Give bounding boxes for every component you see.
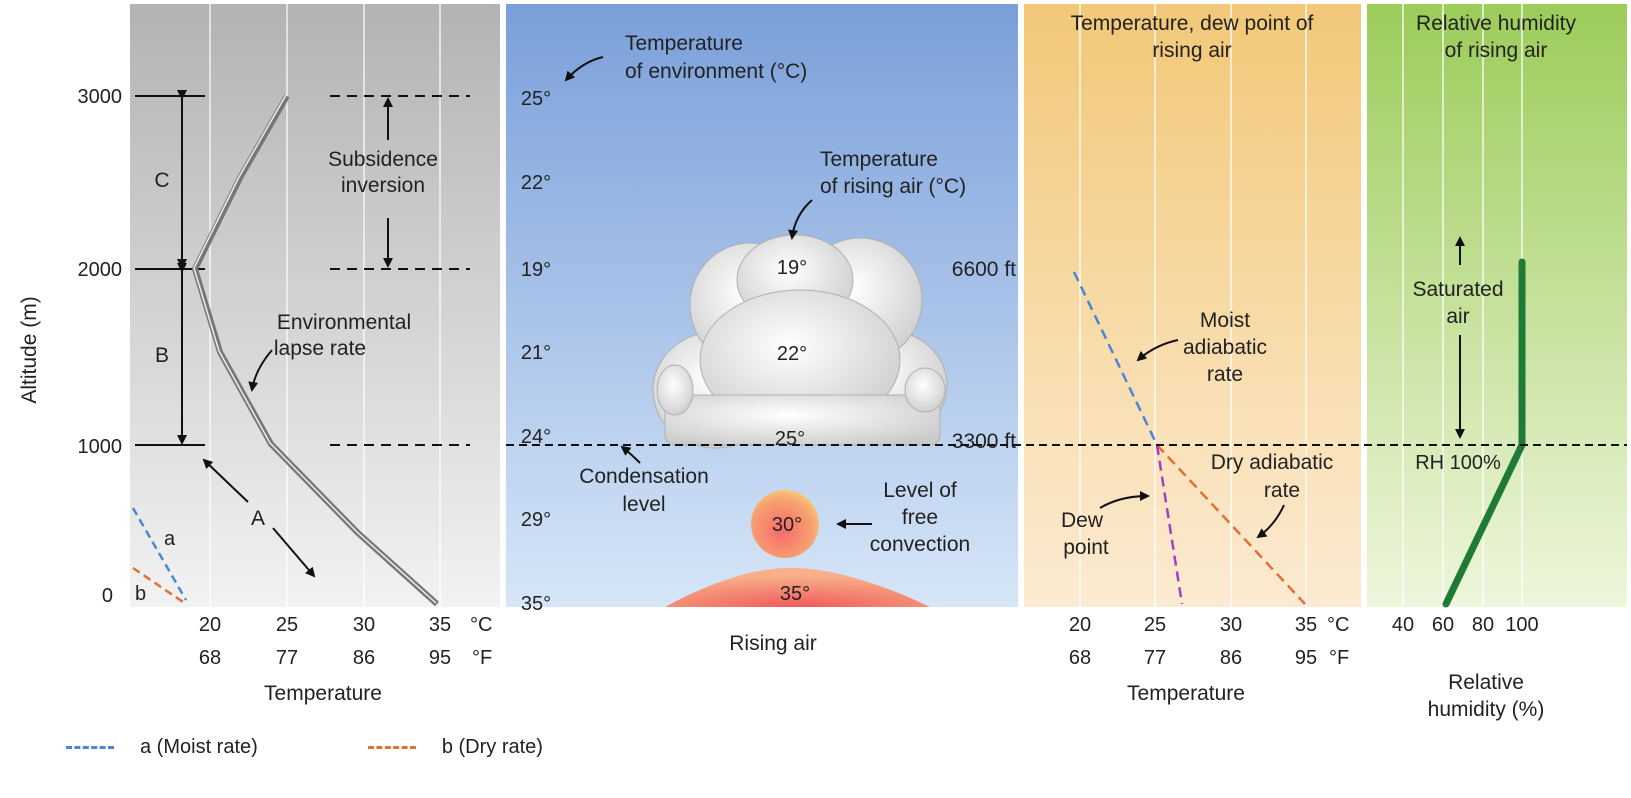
height-3300ft: 3300 ft [952,430,1016,453]
moist-rate-letter: a [164,528,176,550]
moist-adiabatic-label-3: rate [1207,363,1243,386]
rh-x-tick: 40 [1392,614,1414,636]
dew-x-tick-f: 95 [1295,647,1317,669]
dew-x-tick-f: 68 [1069,647,1091,669]
rising-temp-label: Temperature [820,148,938,171]
moist-adiabatic-label-2: adiabatic [1183,336,1267,359]
dew-point-label: Dew [1061,509,1104,532]
cloud-temp-1000: 25° [775,428,805,450]
env-x-axis-label: Temperature [264,682,382,705]
rh-x-axis-label-2: humidity (%) [1428,698,1545,721]
env-temp-2500: 22° [521,172,551,194]
dry-adiabatic-label-2: rate [1264,479,1300,502]
env-x-tick-f: 95 [429,647,451,669]
height-6600ft: 6600 ft [952,258,1016,281]
env-temp-label-2: of environment (°C) [625,60,807,83]
rh-100-label: RH 100% [1415,452,1501,474]
env-x-tick-c: 25 [276,614,298,636]
legend-swatch-dry [368,746,416,749]
env-unit-f: °F [472,647,492,669]
surface-temp: 35° [780,583,810,605]
layer-label-b: B [155,344,169,367]
dewpoint-title: Temperature, dew point of [1071,12,1314,35]
condensation-label-2: level [622,493,665,516]
env-x-tick-f: 86 [353,647,375,669]
dewpoint-title-2: rising air [1152,39,1231,62]
env-x-tick-c: 20 [199,614,221,636]
env-x-tick-f: 77 [276,647,298,669]
env-temp-2000: 19° [521,259,551,281]
y-axis-label: Altitude (m) [18,296,41,403]
panel-environment: Altitude (m) 3000 2000 1000 0 C B A Subs… [18,4,500,705]
rh-x-axis-label: Relative [1448,671,1524,694]
legend-item-moist: a (Moist rate) [66,736,258,759]
cloud-temp-1500: 22° [777,343,807,365]
dew-x-tick-c: 35 [1295,614,1317,636]
dew-x-tick-f: 86 [1220,647,1242,669]
saturated-label: Saturated [1412,278,1503,301]
rising-temp-label-2: of rising air (°C) [820,175,966,198]
env-temp-500: 29° [521,509,551,531]
panel-dewpoint: Temperature, dew point of rising air Moi… [1024,4,1361,705]
y-tick-0: 0 [102,585,113,607]
rising-air-caption: Rising air [729,632,817,655]
dry-rate-letter: b [135,583,146,605]
dew-x-tick-c: 30 [1220,614,1242,636]
dry-adiabatic-label: Dry adiabatic [1211,451,1334,474]
lfc-label: Level of [883,479,957,502]
dew-unit-c: °C [1327,614,1349,636]
panel-rising-air: 25° 22° 19° 21° 24° 29° 35° Temperature … [506,4,1018,655]
lfc-label-3: convection [870,533,970,556]
rh-x-tick: 100 [1505,614,1538,636]
y-tick-2000: 2000 [78,259,123,281]
dew-unit-f: °F [1329,647,1349,669]
env-temp-0: 35° [521,593,551,615]
panel-humidity: Relative humidity of rising air Saturate… [1367,4,1627,721]
env-temp-3000: 25° [521,88,551,110]
dew-x-tick-f: 77 [1144,647,1166,669]
env-temp-1500: 21° [521,342,551,364]
saturated-label-2: air [1446,305,1469,328]
legend-item-dry: b (Dry rate) [368,736,543,759]
rh-x-tick: 60 [1432,614,1454,636]
env-x-tick-f: 68 [199,647,221,669]
moist-adiabatic-label: Moist [1200,309,1250,332]
cloud-temp-2000: 19° [777,257,807,279]
condensation-label: Condensation [579,465,709,488]
rh-x-tick: 80 [1472,614,1494,636]
legend-swatch-moist [66,746,114,749]
dew-x-tick-c: 20 [1069,614,1091,636]
y-tick-3000: 3000 [78,86,123,108]
lapse-rate-label-2: lapse rate [274,337,366,360]
parcel-temp: 30° [772,514,802,536]
lapse-rate-label: Environmental [277,311,411,334]
layer-label-a: A [251,507,265,530]
legend-label-dry: b (Dry rate) [442,736,543,759]
layer-label-c: C [154,169,169,192]
legend: a (Moist rate) b (Dry rate) [66,736,653,759]
panel-environment-bg [130,4,500,607]
dew-x-axis-label: Temperature [1127,682,1245,705]
lfc-label-2: free [902,506,938,529]
dew-point-label-2: point [1063,536,1109,559]
subsidence-label: Subsidence [328,148,438,171]
dew-x-tick-c: 25 [1144,614,1166,636]
legend-label-moist: a (Moist rate) [140,736,258,759]
env-temp-label: Temperature [625,32,743,55]
y-tick-1000: 1000 [78,436,123,458]
humidity-title-2: of rising air [1445,39,1548,62]
humidity-title: Relative humidity [1416,12,1576,35]
panel-humidity-bg [1367,4,1627,607]
env-unit-c: °C [470,614,492,636]
env-x-tick-c: 30 [353,614,375,636]
env-x-tick-c: 35 [429,614,451,636]
subsidence-label-2: inversion [341,174,425,197]
